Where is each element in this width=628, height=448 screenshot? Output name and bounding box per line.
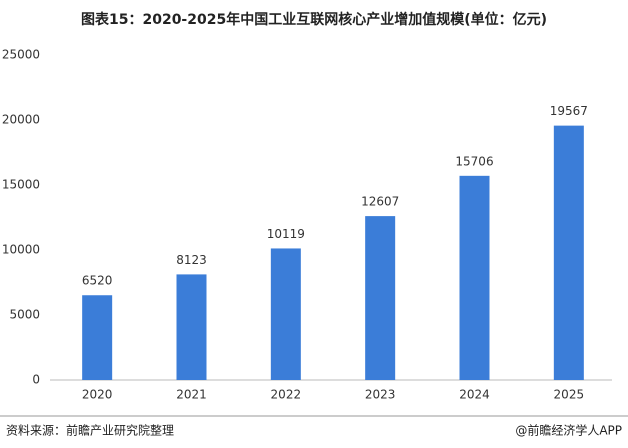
y-tick-label: 15000 <box>2 178 40 192</box>
value-label: 10119 <box>267 227 305 241</box>
chart-title: 图表15：2020-2025年中国工业互联网核心产业增加值规模(单位：亿元) <box>81 11 547 28</box>
y-tick-label: 0 <box>32 373 40 387</box>
x-tick-label: 2024 <box>459 388 490 402</box>
value-label: 15706 <box>455 154 493 168</box>
y-tick-label: 5000 <box>9 308 40 322</box>
bar <box>270 248 301 380</box>
y-tick-label: 20000 <box>2 113 40 127</box>
bar <box>365 216 396 380</box>
x-tick-label: 2020 <box>82 388 113 402</box>
y-tick-label: 10000 <box>2 243 40 257</box>
y-tick-label: 25000 <box>2 48 40 62</box>
bar <box>176 274 207 380</box>
credit: @前瞻经济学人APP <box>515 423 622 438</box>
bar <box>82 295 113 380</box>
x-tick-label: 2021 <box>176 388 207 402</box>
x-tick-label: 2022 <box>271 388 302 402</box>
value-label: 19567 <box>550 104 588 118</box>
bar <box>459 175 490 380</box>
source: 资料来源：前瞻产业研究院整理 <box>6 423 174 438</box>
x-tick-label: 2025 <box>554 388 585 402</box>
bar <box>553 125 584 380</box>
value-label: 8123 <box>176 253 207 267</box>
value-label: 6520 <box>82 274 113 288</box>
x-tick-label: 2023 <box>365 388 396 402</box>
value-label: 12607 <box>361 195 399 209</box>
